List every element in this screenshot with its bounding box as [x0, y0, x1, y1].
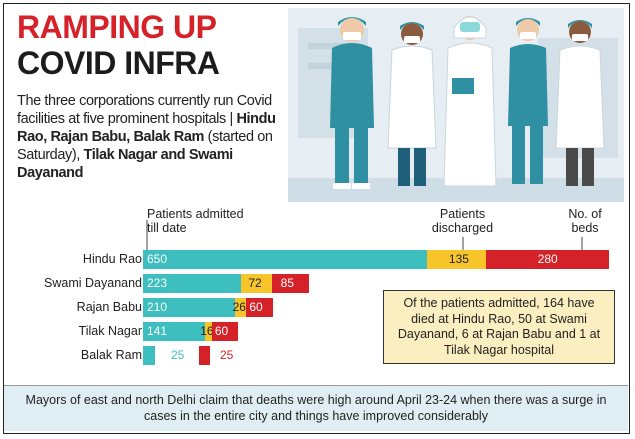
data-label: 650	[147, 252, 168, 266]
category-label: Rajan Babu	[76, 300, 142, 314]
intro-plain-2: (started on Saturday),	[17, 129, 273, 163]
deaths-note-box: Of the patients admitted, 164 have died …	[383, 290, 615, 364]
bar-segment	[143, 274, 241, 293]
data-label: 16	[200, 324, 214, 338]
bar-segment	[143, 346, 155, 365]
data-label: 60	[249, 300, 263, 314]
healthcare-workers-illustration	[288, 8, 624, 202]
intro-bold-1: Hindu Rao, Rajan Babu, Balak Ram	[17, 111, 276, 145]
category-label: Swami Dayanand	[44, 276, 142, 290]
bar-segment	[486, 250, 609, 269]
header-beds: No. of beds	[568, 207, 602, 235]
title-line-1: RAMPING UP	[17, 9, 217, 45]
bar-segment	[143, 298, 235, 317]
header-admitted: Patients admitted till date	[147, 207, 244, 235]
bar-segment	[199, 346, 210, 365]
data-label: 210	[147, 300, 168, 314]
data-label: 25	[219, 348, 234, 362]
data-label: 135	[448, 252, 469, 266]
title-line-2: COVID INFRA	[17, 45, 220, 81]
category-label: Tilak Nagar	[78, 324, 142, 338]
bar-segment	[272, 274, 310, 293]
bar-segment	[234, 298, 247, 317]
intro-plain-1: The three corporations currently run Cov…	[17, 93, 272, 127]
worker-4-figure	[508, 18, 548, 184]
data-label: 60	[214, 324, 229, 338]
intro-text: The three corporations currently run Cov…	[17, 92, 287, 182]
bar-segment	[246, 298, 273, 317]
infographic-frame	[3, 3, 630, 434]
data-label: 72	[248, 276, 262, 290]
worker-5-figure	[555, 20, 605, 186]
worker-1-figure	[330, 17, 374, 189]
bar-segment	[143, 250, 428, 269]
data-label: 26	[232, 300, 246, 314]
intro-bold-2: Tilak Nagar and Swami Dayanand	[17, 147, 233, 181]
data-label: 25	[171, 348, 185, 362]
data-label: 280	[537, 252, 558, 266]
header-discharged: Patients discharged	[431, 207, 494, 235]
category-label: Balak Ram	[80, 348, 142, 362]
data-label: 223	[147, 276, 168, 290]
data-label: 141	[147, 324, 168, 338]
worker-3-figure	[443, 16, 497, 187]
worker-2-figure	[387, 22, 437, 186]
bar-segment	[211, 322, 238, 341]
footer-note: Mayors of east and north Delhi claim tha…	[4, 385, 628, 431]
bar-segment	[143, 322, 205, 341]
bar-segment	[204, 322, 212, 341]
data-label: 85	[280, 276, 295, 290]
bar-segment	[427, 250, 487, 269]
bar-segment	[240, 274, 273, 293]
category-label: Hindu Rao	[82, 252, 142, 266]
